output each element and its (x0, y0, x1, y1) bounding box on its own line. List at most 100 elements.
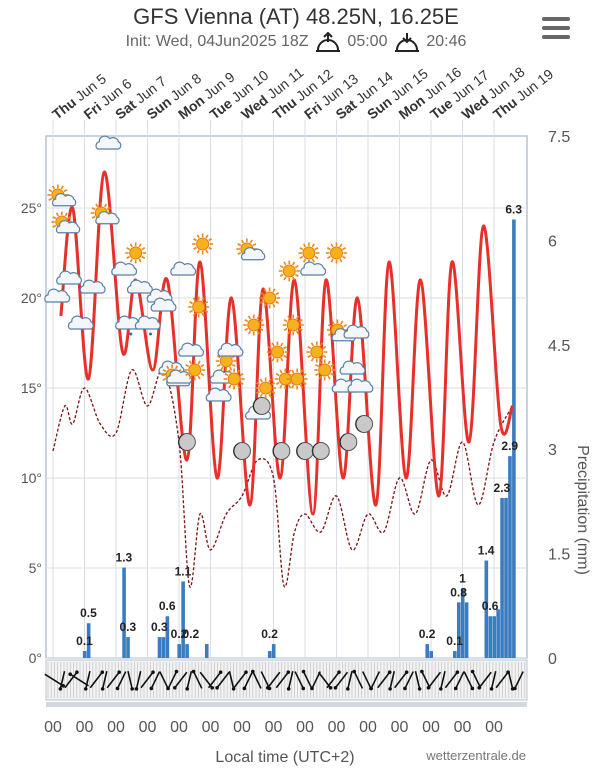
sun-ray (91, 207, 96, 211)
sun-cloud-icon (47, 184, 77, 207)
precip-bar (185, 644, 189, 658)
sun-ray (299, 369, 304, 374)
sun-ray (291, 369, 295, 374)
sun-icon (259, 287, 281, 309)
sun-ray (200, 372, 205, 376)
sun-ray (311, 243, 315, 248)
moon-icon (272, 442, 291, 460)
y-right-label: Precipitation (mm) (574, 445, 591, 575)
menu-button[interactable] (542, 17, 570, 39)
sun-ray (327, 324, 332, 328)
sun-disc (219, 354, 233, 368)
wind-arrow (208, 671, 222, 689)
sun-ray (48, 197, 53, 201)
y-left-tick: 20° (21, 290, 42, 306)
hour-label: 00 (485, 719, 503, 736)
wind-arrow-head (388, 687, 392, 691)
init-time: Init: Wed, 04Jun2025 18Z (125, 33, 309, 51)
precip-bar (126, 637, 130, 658)
precip-label: 0.1 (76, 634, 93, 648)
wind-arrow-head (369, 686, 373, 691)
sun-ray (327, 360, 331, 365)
cloud-icon (79, 279, 106, 294)
wind-arrow-head (403, 686, 407, 691)
wind-arrow-head (130, 687, 134, 691)
precip-label: 1.3 (116, 551, 133, 565)
cloud-shape (300, 261, 327, 276)
wind-arrow-head (439, 687, 443, 691)
sun-ray (239, 381, 244, 385)
wind-arrow (404, 671, 414, 689)
x-axis-label: Local time (UTC+2) (215, 749, 354, 766)
wind-arrow-head (100, 670, 105, 675)
precip-label: 2.9 (501, 439, 518, 453)
sun-ray (279, 273, 284, 277)
sun-ray (331, 320, 335, 325)
sun-ray (283, 354, 287, 358)
sun-ray (138, 258, 142, 263)
wind-arrow-head (83, 687, 88, 691)
sun-ray (174, 365, 179, 370)
sun-ray (185, 364, 190, 368)
wind-arrow-head (58, 687, 63, 691)
cloud-icon (300, 261, 327, 276)
sun-ray (138, 243, 142, 248)
moon-shadow (312, 443, 319, 459)
precip-label: 0.2 (261, 627, 278, 641)
sun-ray (252, 243, 257, 247)
hour-label: 00 (170, 719, 188, 736)
cloud-shape (67, 315, 94, 330)
scrollbar-track (46, 702, 527, 707)
moon-shadow (233, 443, 240, 459)
sun-ray (310, 342, 315, 347)
cloud-icon (67, 315, 94, 330)
precip-bar (86, 623, 91, 658)
wind-arrow-head (420, 669, 424, 674)
wind-arrow (44, 673, 64, 687)
sun-ray (259, 327, 264, 331)
sun-disc (286, 318, 300, 332)
wind-arrow-head (134, 687, 139, 691)
sun-ray (283, 327, 288, 331)
y-right-tick: 0 (548, 651, 557, 668)
precip-bar (484, 560, 489, 658)
sun-ray (141, 255, 146, 259)
sun-disc (310, 345, 324, 359)
sun-ray (330, 372, 335, 376)
sun-ray (244, 327, 249, 331)
sun-ray (315, 372, 320, 376)
sun-ray (283, 319, 288, 323)
sun-ray (162, 369, 167, 373)
cloud-icon (343, 324, 370, 339)
wind-arrow-head (328, 685, 333, 690)
sun-ray (129, 243, 133, 248)
sun-ray (315, 364, 320, 368)
sun-ray (295, 330, 300, 335)
sun-ray (63, 189, 68, 193)
precip-bar (456, 602, 461, 658)
sun-ray (322, 354, 327, 358)
wind-arrow (174, 671, 188, 689)
sun-ray (55, 212, 60, 217)
sun-ray (343, 324, 347, 328)
precip-bar (165, 616, 170, 658)
sun-ray (263, 288, 267, 293)
precip-bar (460, 588, 465, 658)
wind-arrow (64, 671, 78, 689)
wind-arrow-head (75, 670, 79, 675)
sun-ray (302, 373, 307, 377)
sun-ray (259, 378, 263, 383)
sun-ray (327, 255, 331, 259)
sun-ray (193, 246, 197, 250)
sun-disc (196, 237, 210, 251)
sun-ray (52, 224, 57, 228)
wind-arrow-head (346, 687, 350, 691)
wind-arrow-head (455, 670, 460, 675)
wind-arrow (361, 671, 372, 689)
sun-ray (280, 342, 284, 347)
sun-ray (193, 238, 197, 242)
cloud-icon (126, 279, 153, 294)
cloud-shape (339, 360, 366, 375)
init-line: Init: Wed, 04Jun2025 18Z 05:00 20:46 (0, 32, 592, 52)
cloud-shape (95, 211, 120, 225)
